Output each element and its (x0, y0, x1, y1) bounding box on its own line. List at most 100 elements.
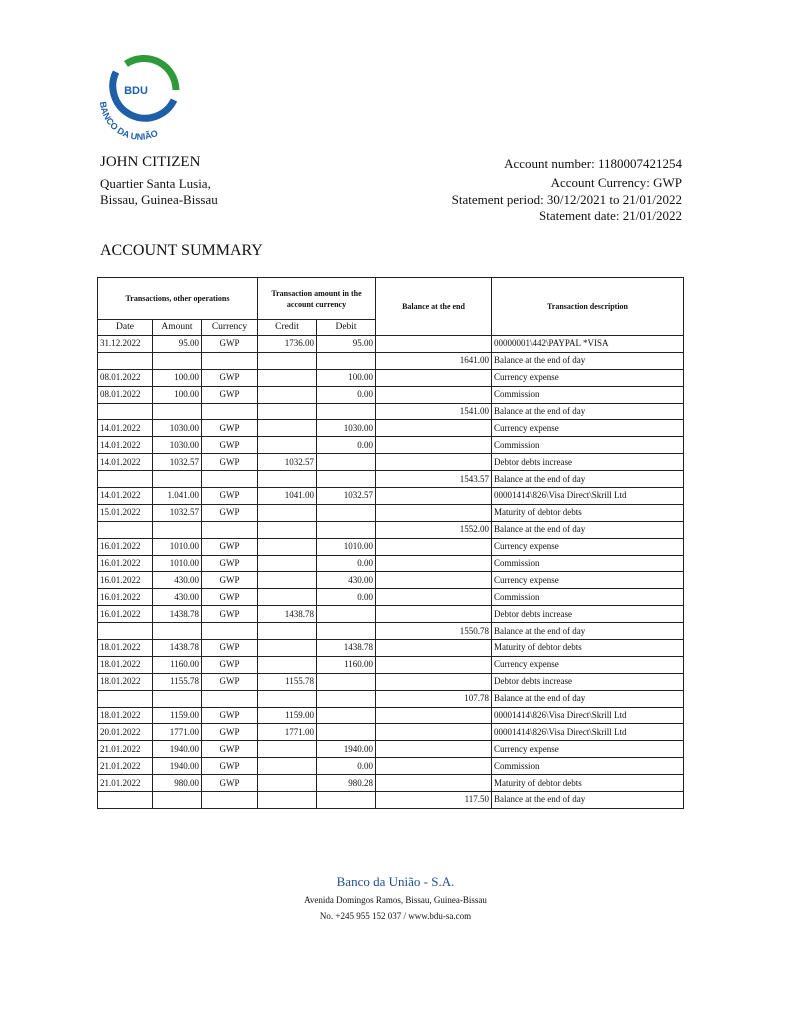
table-cell (315, 723, 377, 742)
table-cell (257, 757, 317, 776)
table-cell: 16.01.2022 (97, 588, 153, 607)
table-cell: 21.01.2022 (97, 740, 153, 759)
table-cell: 430.00 (152, 588, 202, 607)
table-cell: GWP (201, 655, 258, 674)
table-cell (152, 791, 202, 809)
table-cell (375, 571, 493, 590)
table-row: 08.01.2022 100.00 GWP 100.00 Currency expens… (97, 368, 685, 387)
table-cell: 1010.00 (152, 554, 202, 573)
table-cell (375, 672, 493, 691)
sub-header: Amount (152, 319, 202, 336)
table-row: 31.12.2022 95.00 GWP 1736.00 95.00 00000001\4… (97, 335, 685, 353)
table-cell: 00001414\826\Visa Direct\Skrill Ltd (491, 706, 685, 725)
table-cell: 0.00 (315, 757, 377, 776)
table-cell (257, 503, 317, 522)
table-cell (375, 368, 493, 387)
table-cell (257, 402, 317, 421)
table-cell: GWP (201, 706, 258, 725)
table-cell (97, 402, 153, 421)
table-row: 14.01.2022 1030.00 GWP 0.00 Commission (97, 436, 685, 455)
table-cell: GWP (201, 757, 258, 776)
table-cell (201, 351, 258, 370)
table-cell: GWP (201, 672, 258, 691)
table-cell: 1438.78 (315, 639, 377, 657)
table-cell: 1940.00 (315, 740, 377, 759)
customer-address: Bissau, Guinea-Bissau (100, 192, 218, 207)
table-cell (152, 689, 202, 708)
table-cell (257, 520, 317, 539)
table-cell: Debtor debts increase (491, 453, 685, 472)
table-cell (315, 706, 377, 725)
table-cell: Balance at the end of day (491, 351, 685, 370)
table-cell: Debtor debts increase (491, 605, 685, 624)
table-row: 18.01.2022 1159.00 GWP 1159.00 00001414\826\… (97, 706, 685, 725)
table-cell: 0.00 (315, 385, 377, 404)
table-cell: 1736.00 (257, 335, 317, 353)
table-row: 117.50 Balance at the end of day (97, 791, 685, 809)
table-cell: 1155.78 (257, 672, 317, 691)
logo-text: BDU (124, 85, 148, 97)
table-cell: GWP (201, 554, 258, 573)
table-cell (375, 503, 493, 522)
table-cell (315, 402, 377, 421)
table-row: 20.01.2022 1771.00 GWP 1771.00 00001414\826\… (97, 723, 685, 742)
table-cell: 21.01.2022 (97, 774, 153, 793)
table-row: 1552.00 Balance at the end of day (97, 520, 685, 539)
table-cell (315, 605, 377, 624)
logo-ring-blue (109, 70, 178, 122)
table-cell (97, 470, 153, 489)
table-cell: 1155.78 (152, 672, 202, 691)
table-cell: 16.01.2022 (97, 605, 153, 624)
table-cell: 21.01.2022 (97, 757, 153, 776)
table-cell: GWP (201, 419, 258, 438)
table-cell (375, 554, 493, 573)
table-cell (152, 402, 202, 421)
table-cell: 0.00 (315, 554, 377, 573)
table-cell: 1940.00 (152, 757, 202, 776)
table-cell (375, 639, 493, 657)
table-cell: Balance at the end of day (491, 689, 685, 708)
table-cell (315, 453, 377, 472)
table-cell (375, 385, 493, 404)
table-cell (375, 740, 493, 759)
logo-ring-green (124, 54, 180, 91)
table-cell: GWP (201, 385, 258, 404)
table-cell (375, 774, 493, 793)
table-cell: 1438.78 (152, 605, 202, 624)
table-cell (257, 436, 317, 455)
table-cell: Currency expense (491, 368, 685, 387)
table-cell (375, 655, 493, 674)
table-cell: 16.01.2022 (97, 571, 153, 590)
table-cell (375, 706, 493, 725)
logo: BDU BANCO DA UNIÃO (98, 54, 180, 142)
table-cell: 1032.57 (152, 503, 202, 522)
table-row: 14.01.2022 1030.00 GWP 1030.00 Currency expe… (97, 419, 685, 438)
table-cell: 107.78 (375, 689, 493, 708)
sub-header: Currency (201, 319, 258, 336)
table-row: 1641.00 Balance at the end of day (97, 351, 685, 370)
table-cell (257, 622, 317, 641)
table-cell (257, 639, 317, 657)
table-row: 14.01.2022 1032.57 GWP 1032.57 Debtor debts … (97, 453, 685, 472)
table-cell: Currency expense (491, 537, 685, 556)
table-cell (315, 520, 377, 539)
table-cell: 08.01.2022 (97, 368, 153, 387)
table-cell: 1438.78 (257, 605, 317, 624)
table-cell: 980.28 (315, 774, 377, 793)
table-cell: 1160.00 (152, 655, 202, 674)
table-cell: 16.01.2022 (97, 537, 153, 556)
table-cell (152, 351, 202, 370)
section-title: ACCOUNT SUMMARY (100, 242, 263, 259)
table-cell: 1030.00 (152, 419, 202, 438)
table-cell: 0.00 (315, 436, 377, 455)
table-cell (97, 689, 153, 708)
table-cell (257, 554, 317, 573)
table-cell (257, 655, 317, 674)
table-cell: Maturity of debtor debts (491, 639, 685, 657)
table-cell: 18.01.2022 (97, 655, 153, 674)
table-cell: 1030.00 (315, 419, 377, 438)
table-cell (375, 419, 493, 438)
table-cell: 00001414\826\Visa Direct\Skrill Ltd (491, 487, 685, 505)
table-cell (201, 791, 258, 809)
